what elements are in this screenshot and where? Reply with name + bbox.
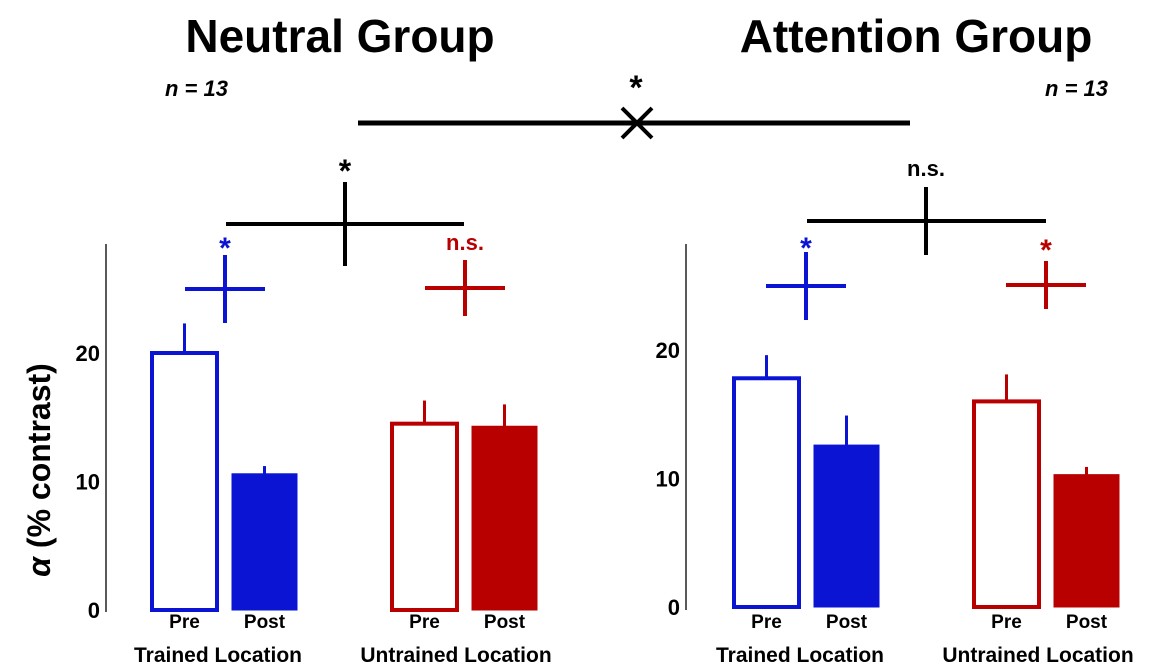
y-tick-label: 20 bbox=[656, 338, 680, 363]
bar-post bbox=[813, 444, 880, 608]
y-tick-label: 20 bbox=[76, 341, 100, 366]
x-tick-label-pre: Pre bbox=[169, 612, 200, 633]
bars bbox=[150, 323, 538, 612]
y-tick-label: 0 bbox=[668, 595, 680, 620]
bars bbox=[732, 355, 1120, 609]
bar-post bbox=[231, 473, 298, 611]
y-tick-label: 10 bbox=[656, 467, 680, 492]
group-label: Trained Location bbox=[134, 644, 302, 667]
significance-label: n.s. bbox=[446, 230, 484, 255]
bar-pre bbox=[150, 351, 219, 612]
interaction-significance: * bbox=[629, 69, 643, 107]
x-tick-label-pre: Pre bbox=[409, 612, 440, 633]
bar-post bbox=[471, 425, 538, 611]
bar-pre bbox=[972, 399, 1041, 609]
significance-crosses: * n.s. * bbox=[185, 153, 505, 323]
within-interaction-significance: * bbox=[339, 153, 352, 189]
bar-pre bbox=[732, 376, 801, 609]
x-labels: Pre Post Trained Location Pre Post Untrained … bbox=[134, 612, 552, 667]
x-tick-label-post: Post bbox=[484, 612, 526, 633]
attention-group-n: n = 13 bbox=[1045, 76, 1108, 101]
x-tick-label-pre: Pre bbox=[991, 612, 1022, 633]
group-label: Trained Location bbox=[716, 644, 884, 667]
within-interaction-significance: n.s. bbox=[907, 156, 945, 181]
neutral-group-n: n = 13 bbox=[165, 76, 228, 101]
y-ticks: 0 10 20 bbox=[656, 338, 680, 620]
significance-label: * bbox=[800, 232, 812, 265]
x-tick-label-post: Post bbox=[244, 612, 286, 633]
group-label: Untrained Location bbox=[942, 644, 1133, 667]
x-tick-label-post: Post bbox=[826, 612, 868, 633]
group-label: Untrained Location bbox=[360, 644, 551, 667]
neutral-group-title: Neutral Group bbox=[185, 10, 494, 62]
significance-crosses: * * n.s. bbox=[766, 156, 1086, 320]
bar-post bbox=[1053, 474, 1120, 608]
interaction-cross-b bbox=[620, 106, 654, 140]
neutral-group-panel: Neutral Group n = 13 0 10 20 * n.s. * Pre Pos… bbox=[76, 10, 552, 667]
x-tick-label-post: Post bbox=[1066, 612, 1108, 633]
y-tick-label: 10 bbox=[76, 470, 100, 495]
between-group-interaction: * bbox=[358, 69, 910, 140]
bar-pre bbox=[390, 421, 459, 612]
attention-group-title: Attention Group bbox=[740, 10, 1093, 62]
y-tick-label: 0 bbox=[88, 598, 100, 623]
significance-label: * bbox=[219, 232, 231, 265]
y-axis-label: α (% contrast) bbox=[21, 363, 57, 577]
x-labels: Pre Post Trained Location Pre Post Untrained … bbox=[716, 612, 1134, 667]
x-tick-label-pre: Pre bbox=[751, 612, 782, 633]
significance-label: * bbox=[1040, 234, 1052, 267]
y-ticks: 0 10 20 bbox=[76, 341, 100, 623]
